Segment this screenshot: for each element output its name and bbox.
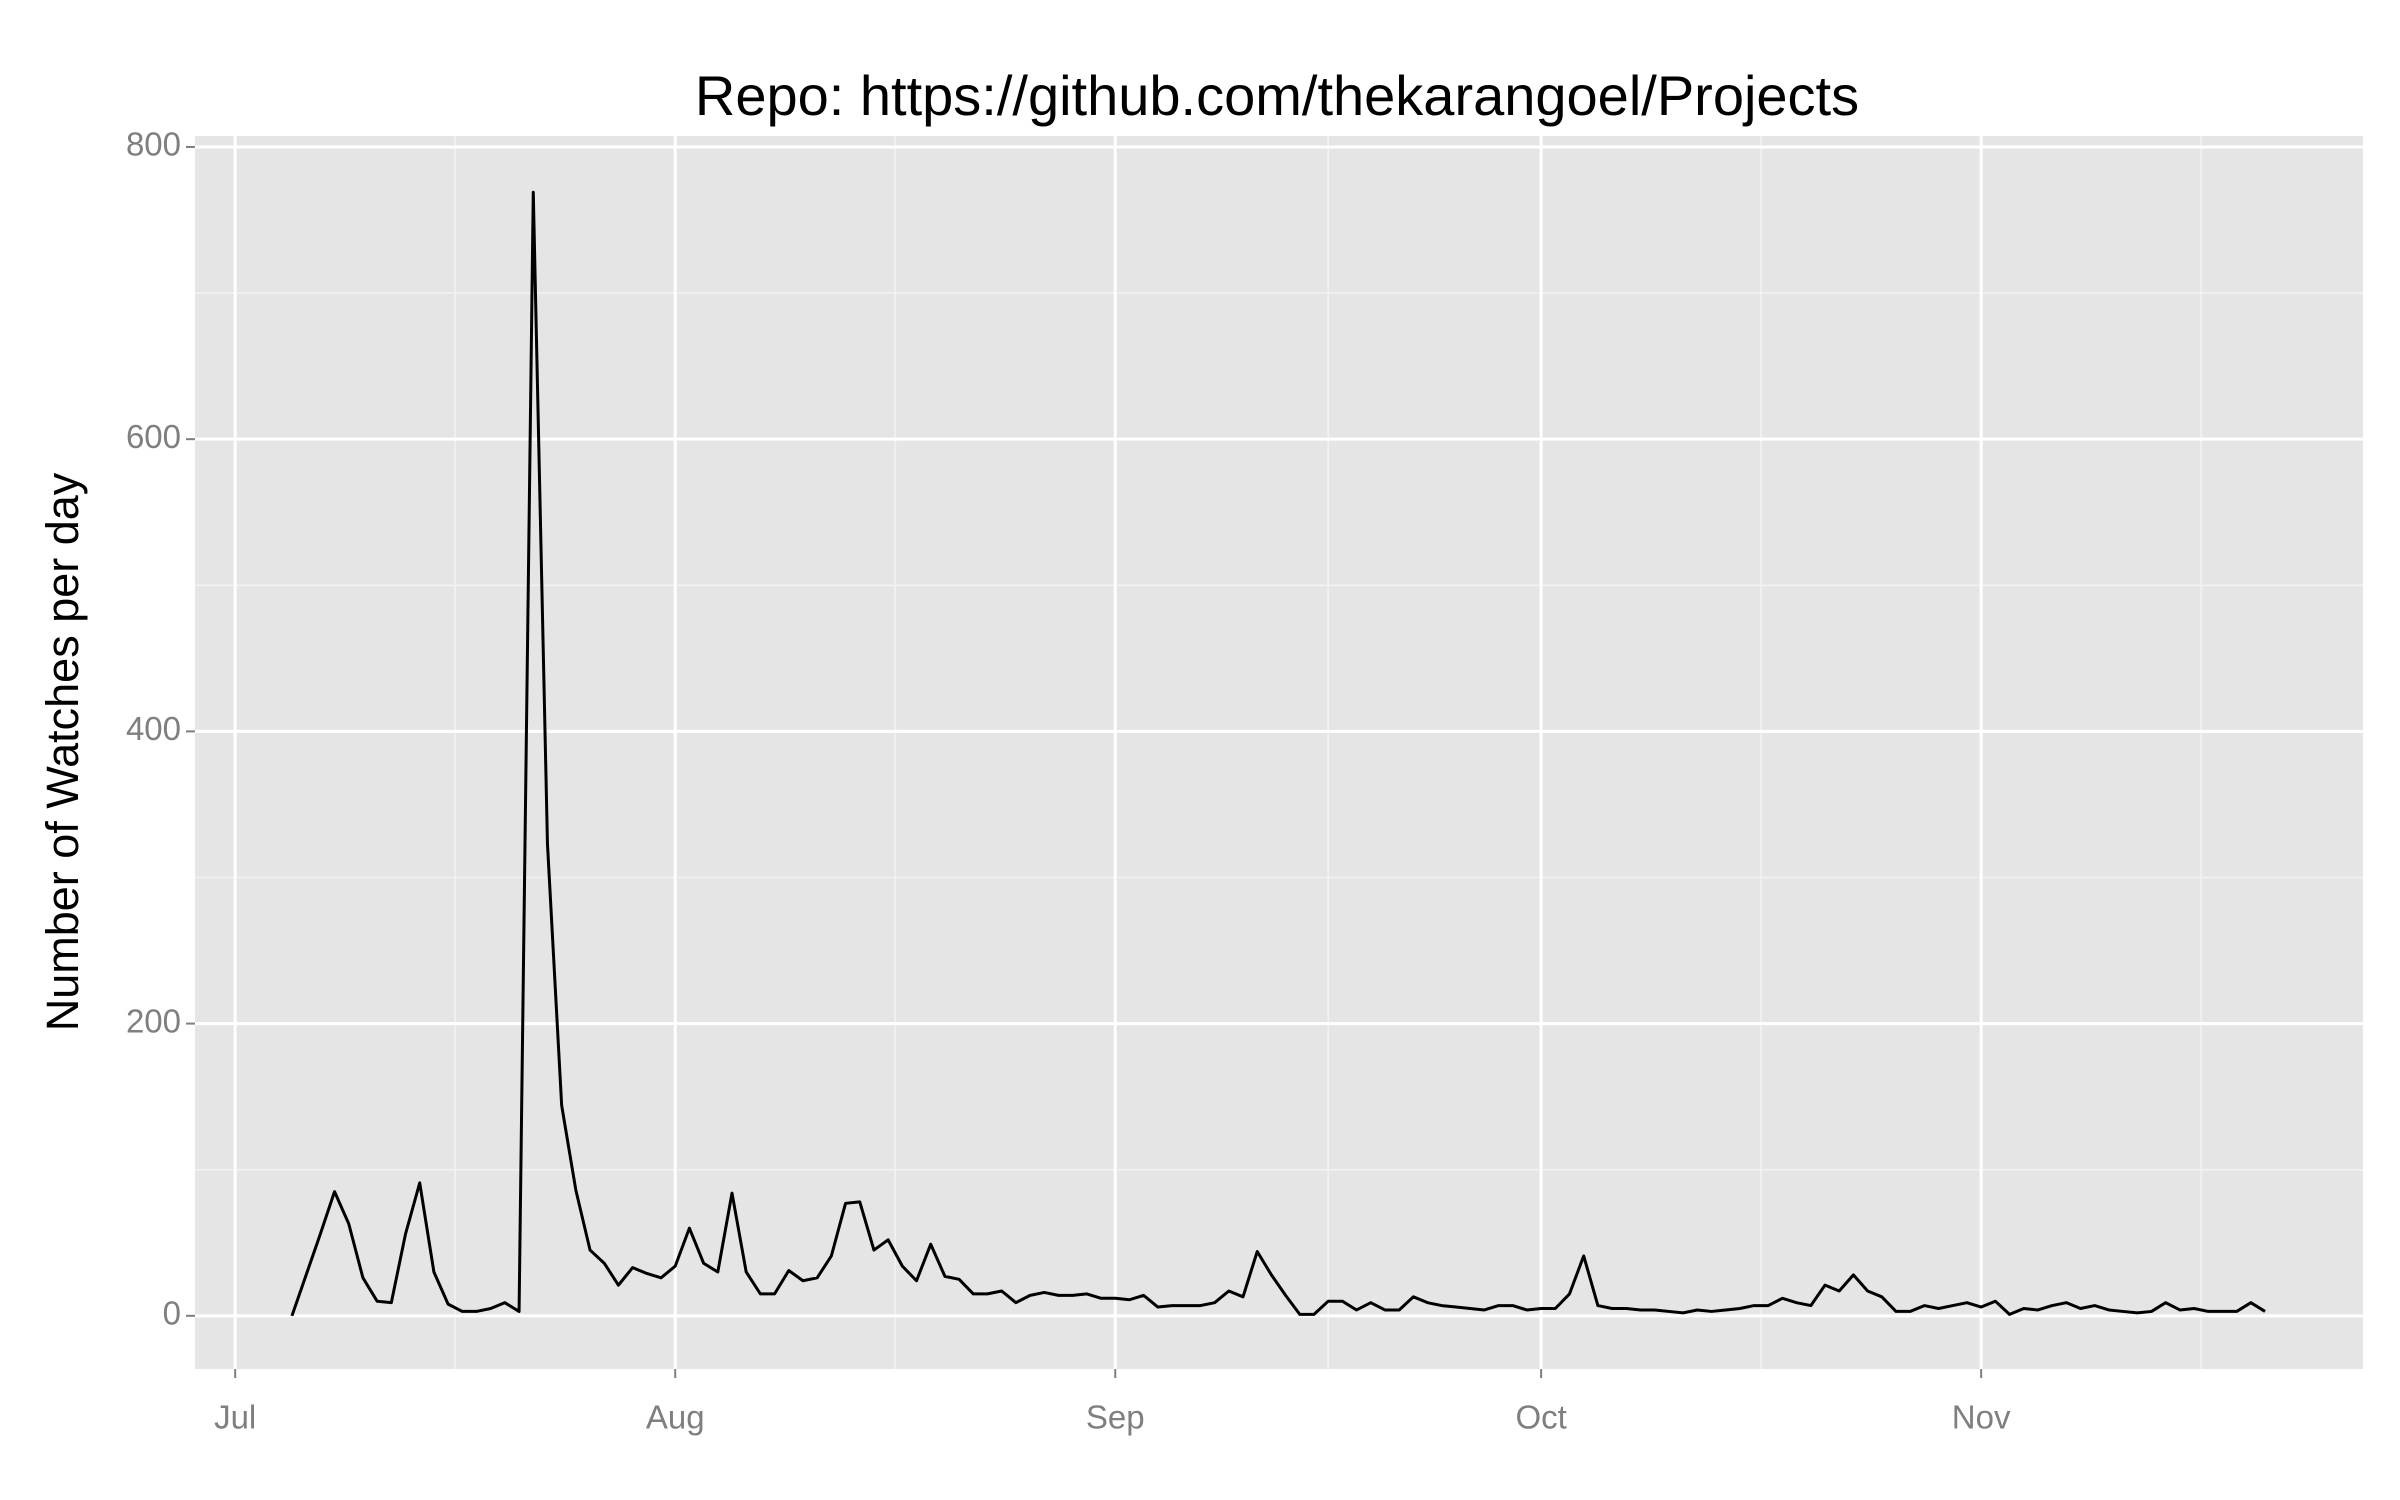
x-tick-label: Nov	[1952, 1399, 2011, 1436]
x-tick-label: Aug	[646, 1399, 705, 1436]
y-tick-label: 200	[126, 1002, 181, 1039]
chart-title: Repo: https://github.com/thekarangoel/Pr…	[695, 64, 1859, 127]
x-tick-label: Jul	[214, 1399, 256, 1436]
y-tick-label: 800	[126, 126, 181, 163]
x-tick-label: Oct	[1515, 1399, 1566, 1436]
y-axis-label: Number of Watches per day	[37, 472, 88, 1031]
y-tick-label: 400	[126, 710, 181, 747]
x-tick-label: Sep	[1086, 1399, 1145, 1436]
plot-panel	[195, 136, 2363, 1369]
y-tick-label: 0	[163, 1295, 181, 1332]
data-line	[290, 190, 2266, 1317]
y-tick-label: 600	[126, 418, 181, 455]
